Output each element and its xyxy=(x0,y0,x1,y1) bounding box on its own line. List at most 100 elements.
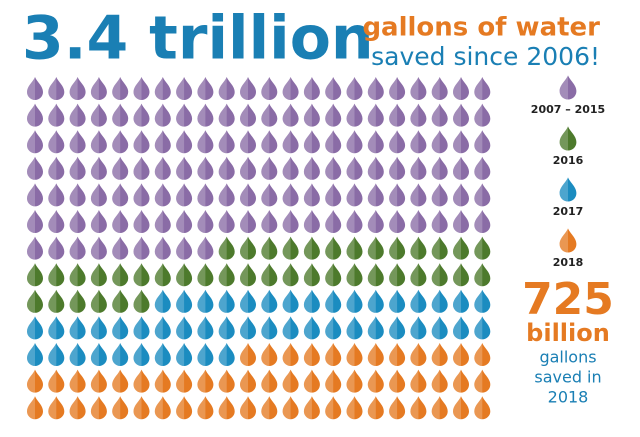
drop xyxy=(367,316,384,340)
drop-shade xyxy=(410,343,419,366)
drop-shade xyxy=(261,289,270,313)
subtitle-line: saved since 2006! xyxy=(371,42,600,71)
drop-body xyxy=(48,210,65,233)
drop-body xyxy=(90,156,107,180)
drop-shade xyxy=(218,289,227,313)
drop-shade xyxy=(261,369,270,393)
callout-line: saved in xyxy=(534,368,601,387)
drop-shade xyxy=(240,236,248,260)
drop xyxy=(325,316,342,340)
drop-shade xyxy=(112,316,121,340)
drop-body xyxy=(367,156,384,180)
drop-body xyxy=(154,289,171,313)
drop-body xyxy=(197,289,214,313)
drop-shade xyxy=(346,316,355,340)
drop-shade xyxy=(69,77,78,100)
drop-shade xyxy=(176,289,185,313)
drop xyxy=(282,103,299,127)
drop-shade xyxy=(218,343,227,366)
drop xyxy=(176,183,193,207)
drop-body xyxy=(197,77,214,100)
drop xyxy=(154,263,171,287)
drop-shade xyxy=(282,396,291,420)
drop-body xyxy=(346,236,363,260)
drop-shade xyxy=(176,343,185,366)
drop-body xyxy=(112,289,129,313)
drop xyxy=(346,210,363,233)
drop-shade xyxy=(282,263,291,287)
drop-shade xyxy=(367,236,376,260)
drop-shade xyxy=(176,236,185,260)
drop-shade xyxy=(197,103,206,127)
drop-shade xyxy=(303,316,312,340)
drop-shade xyxy=(559,126,568,151)
drop-shade xyxy=(69,156,78,180)
drop xyxy=(410,289,427,313)
drop xyxy=(431,236,448,260)
drop-body xyxy=(176,316,193,340)
drop-body xyxy=(48,130,65,154)
drop-body xyxy=(282,130,299,154)
drop xyxy=(453,369,469,393)
drop-shade xyxy=(176,210,185,233)
drop xyxy=(367,77,384,100)
drop-shade xyxy=(69,210,78,233)
drop xyxy=(154,103,171,127)
drop-body xyxy=(133,130,150,154)
drop-body xyxy=(90,210,107,233)
drop xyxy=(474,130,491,154)
drop-body xyxy=(431,77,448,100)
drop xyxy=(154,183,171,207)
drop xyxy=(282,183,299,207)
drop xyxy=(90,77,107,100)
drop-body xyxy=(303,236,320,260)
drop-body xyxy=(367,369,384,393)
drop-shade xyxy=(197,156,206,180)
drop xyxy=(410,396,427,420)
drop xyxy=(431,263,448,287)
drop xyxy=(240,316,256,340)
drop-shade xyxy=(282,183,291,207)
drop xyxy=(303,343,320,366)
drop-body xyxy=(261,263,278,287)
drop-body xyxy=(176,210,193,233)
drop-body xyxy=(197,183,214,207)
drop xyxy=(240,236,256,260)
drop xyxy=(410,316,427,340)
drop-body xyxy=(218,103,235,127)
drop-body xyxy=(112,183,129,207)
drop-body xyxy=(303,343,320,366)
drop-shade xyxy=(133,263,142,287)
drop-body xyxy=(154,156,171,180)
drop xyxy=(474,183,491,207)
drop-body xyxy=(154,236,171,260)
drop-body xyxy=(69,396,86,420)
drop-shade xyxy=(48,236,57,260)
drop-shade xyxy=(48,289,57,313)
drop xyxy=(112,156,129,180)
drop-shade xyxy=(197,343,206,366)
drop xyxy=(154,210,171,233)
drop-body xyxy=(48,316,65,340)
drop-shade xyxy=(48,210,57,233)
drop-body xyxy=(112,156,129,180)
drop xyxy=(48,369,65,393)
drop xyxy=(112,236,129,260)
drop xyxy=(303,210,320,233)
drop-shade xyxy=(90,316,99,340)
drop-body xyxy=(240,210,256,233)
drop-shade xyxy=(431,130,440,154)
drop-shade xyxy=(240,210,248,233)
drop-body xyxy=(410,316,427,340)
drop-body xyxy=(367,130,384,154)
drop xyxy=(218,396,235,420)
drop xyxy=(282,77,299,100)
drop xyxy=(90,343,107,366)
drop-body xyxy=(389,130,406,154)
drop-shade xyxy=(389,130,398,154)
drop-body xyxy=(90,396,107,420)
drop-shade xyxy=(453,316,461,340)
drop-body xyxy=(240,289,256,313)
drop-shade xyxy=(303,396,312,420)
drop-body xyxy=(431,369,448,393)
